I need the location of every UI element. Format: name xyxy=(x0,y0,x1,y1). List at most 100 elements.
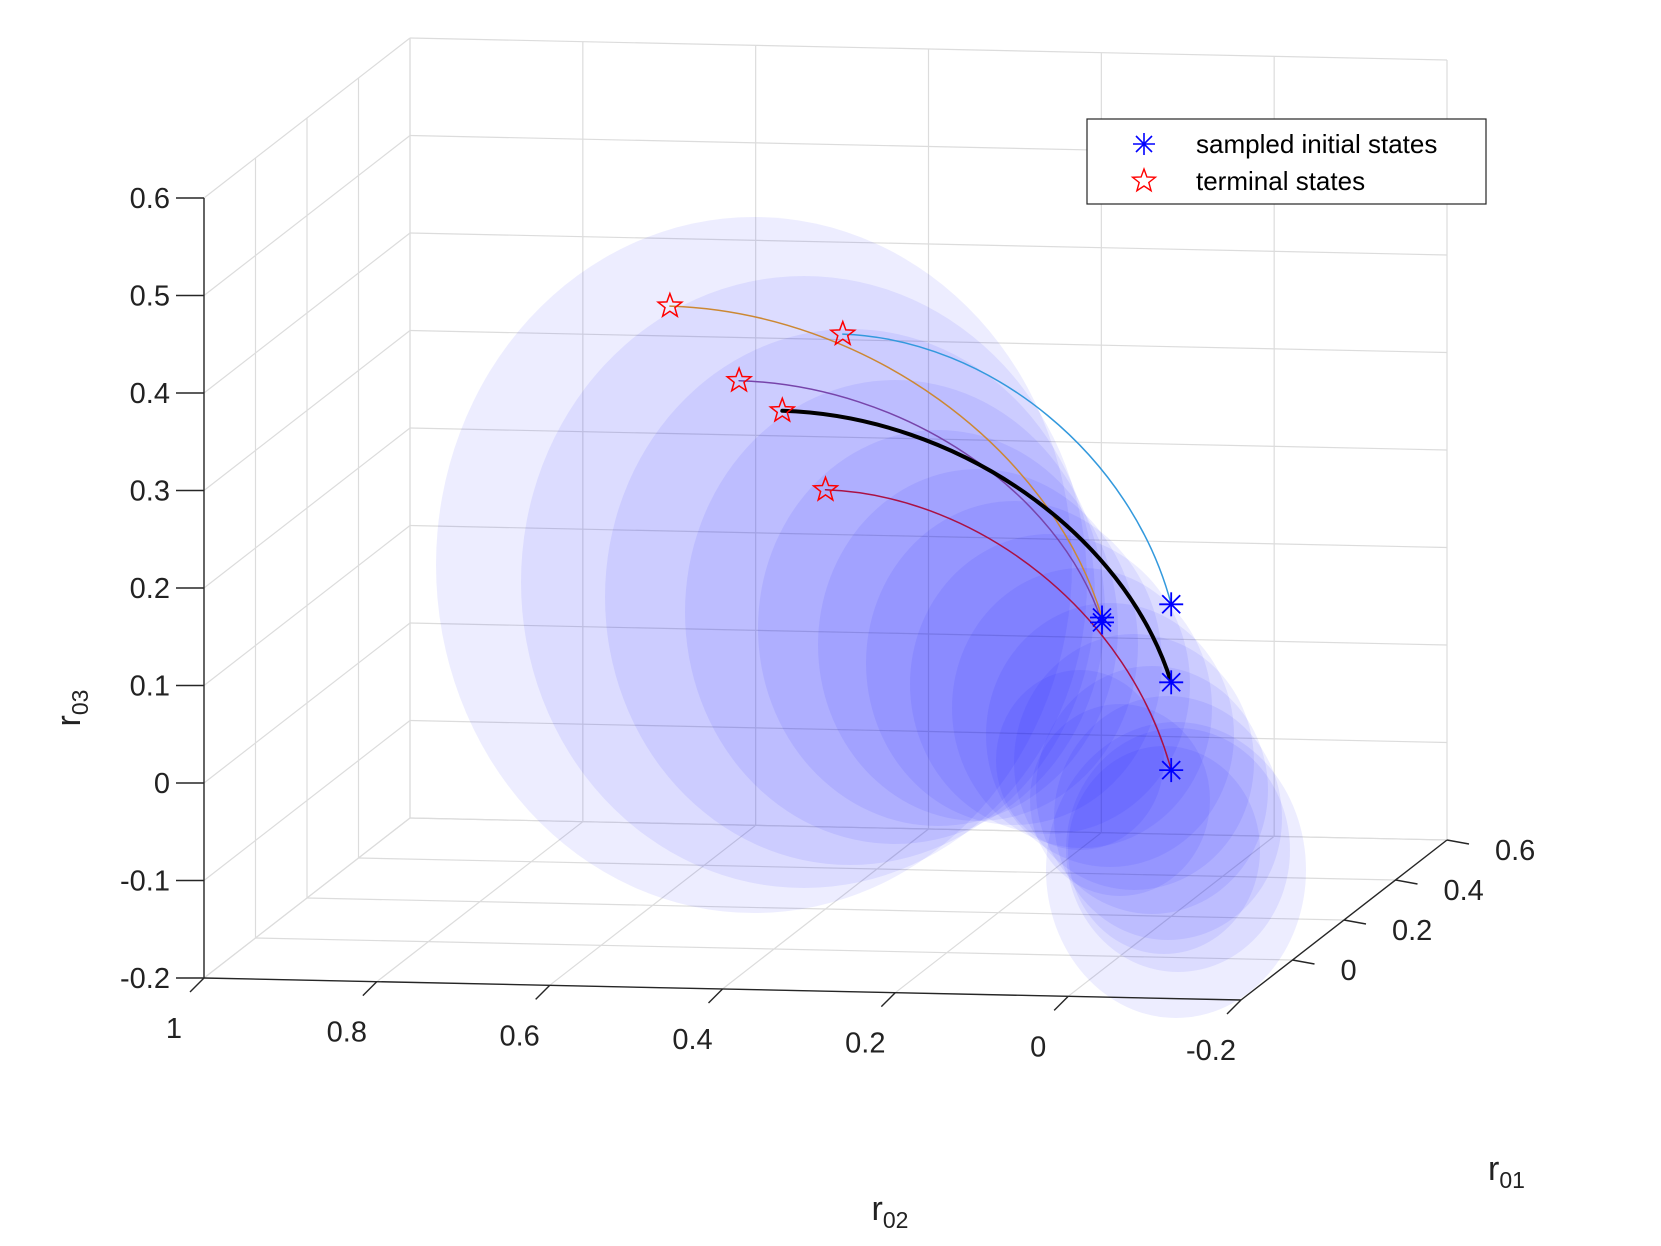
uncertainty-ellipse xyxy=(436,217,1072,913)
y-tick-mark xyxy=(362,981,378,997)
grid-line xyxy=(549,824,757,986)
trajectory-4 xyxy=(824,489,1172,771)
uncertainty-ellipse xyxy=(685,380,1105,844)
y-tick-label: 0.2 xyxy=(845,1028,885,1060)
trajectory-1 xyxy=(842,333,1172,606)
grid-line xyxy=(203,622,411,784)
asterisk-stroke xyxy=(1161,594,1181,614)
y-tick-label: -0.2 xyxy=(1186,1035,1236,1067)
z-tick-label: 0.5 xyxy=(130,281,170,313)
trajectories xyxy=(669,305,1174,771)
y-tick-label: 0.4 xyxy=(672,1024,712,1056)
uncertainty-ellipse xyxy=(910,534,1190,834)
grid-line xyxy=(409,817,1448,841)
initial-state-asterisk xyxy=(1090,610,1114,635)
terminal-state-star xyxy=(656,291,684,318)
grid-line xyxy=(722,828,929,990)
svg-text:r02: r02 xyxy=(872,1190,909,1233)
grid-line xyxy=(409,37,1448,61)
y-tick-mark xyxy=(535,984,551,1000)
x-axis-label-main: r xyxy=(1488,1150,1499,1188)
z-axis-label: r03 xyxy=(50,690,93,727)
z-tick-label: -0.1 xyxy=(120,866,170,898)
grid-line xyxy=(894,832,1102,994)
uncertainty-ellipse xyxy=(1066,728,1290,972)
trajectory-3 xyxy=(738,379,1103,624)
y-axis-label-main: r xyxy=(872,1190,883,1228)
uncertainty-ellipse xyxy=(952,568,1212,848)
grid-line xyxy=(203,817,411,979)
grid-line xyxy=(409,524,1448,549)
terminal-state-star xyxy=(725,366,754,393)
z-axis-label-sub: 03 xyxy=(67,690,93,716)
legend-star-icon xyxy=(1130,166,1158,193)
z-tick-label: 0 xyxy=(154,768,170,800)
y-tick-mark xyxy=(1226,999,1242,1015)
x-tick-mark xyxy=(1446,839,1470,845)
uncertainty-ellipse xyxy=(818,469,1138,821)
z-tick-label: -0.2 xyxy=(120,963,170,995)
grid-line xyxy=(409,427,1448,451)
x-tick-label: 0 xyxy=(1341,955,1357,987)
uncertainty-ellipse xyxy=(1036,666,1268,914)
x-tick-label: 0.6 xyxy=(1495,835,1535,867)
x-tick-label: 0.4 xyxy=(1444,875,1484,907)
y-tick-mark xyxy=(1053,995,1069,1011)
z-tick-label: 0.2 xyxy=(130,573,170,605)
grid-line xyxy=(203,135,411,296)
uncertainty-ellipsoids xyxy=(436,217,1306,1018)
z-tick-label: 0.1 xyxy=(130,671,170,703)
tick-labels: 0.6 0.5 0.4 0.3 0.2 0.1 0 -0.1 -0.2 1 0.8 0.6 0.4 0.2… xyxy=(120,183,1535,1067)
z-tick-label: 0.4 xyxy=(130,378,170,410)
grid-line xyxy=(409,719,1448,744)
x-axis-label: r01 xyxy=(1488,1150,1525,1193)
legend: sampled initial states terminal states xyxy=(1086,118,1487,205)
initial-state-asterisk xyxy=(1159,670,1184,695)
y-tick-label: 1 xyxy=(166,1013,182,1045)
x-tick-label: 0.2 xyxy=(1392,915,1432,947)
uncertainty-ellipse xyxy=(996,670,1164,850)
uncertainty-ellipse xyxy=(1054,696,1282,940)
grid-line xyxy=(203,232,411,394)
legend-label-initial: sampled initial states xyxy=(1196,129,1437,159)
asterisk-stroke xyxy=(1161,760,1181,780)
x-tick-mark xyxy=(1343,919,1367,925)
grid-line xyxy=(376,821,584,983)
grid-line xyxy=(409,329,1448,354)
initial-state-asterisk xyxy=(1159,592,1184,617)
z-tick-label: 0.6 xyxy=(130,183,170,215)
uncertainty-ellipse xyxy=(521,276,1087,888)
uncertainty-ellipse xyxy=(1068,746,1260,954)
y-tick-mark xyxy=(708,988,723,1004)
svg-text:r01: r01 xyxy=(1488,1150,1525,1193)
y-axis-label-sub: 02 xyxy=(883,1207,909,1233)
state-markers xyxy=(656,291,1184,783)
x-tick-mark xyxy=(1292,959,1315,965)
legend-asterisk-icon xyxy=(1133,133,1155,155)
uncertainty-ellipse xyxy=(758,430,1118,826)
svg-text:r03: r03 xyxy=(50,690,93,727)
y-tick-mark xyxy=(880,992,896,1008)
legend-label-terminal: terminal states xyxy=(1196,166,1365,196)
y-axis-label: r02 xyxy=(872,1190,909,1233)
uncertainty-ellipse xyxy=(1014,634,1254,890)
terminal-state-star xyxy=(768,396,797,423)
uncertainty-ellipse xyxy=(986,603,1234,867)
legend-box xyxy=(1086,118,1487,205)
asterisk-stroke xyxy=(1161,672,1181,692)
uncertainty-ellipse xyxy=(866,501,1162,825)
x-tick-mark xyxy=(1395,879,1418,885)
grid-line xyxy=(203,330,411,491)
y-tick-label: 0.6 xyxy=(500,1020,540,1052)
y-tick-mark xyxy=(189,977,205,993)
uncertainty-ellipse xyxy=(1046,722,1306,1018)
asterisk-stroke xyxy=(1092,612,1112,633)
grid-line xyxy=(203,720,411,881)
axes xyxy=(176,197,1470,1015)
grid-line xyxy=(409,232,1448,256)
y-tick-label: 0.8 xyxy=(327,1017,367,1049)
terminal-state-star xyxy=(828,319,857,346)
grid-line xyxy=(1067,835,1275,997)
z-tick-label: 0.3 xyxy=(130,476,170,508)
terminal-state-star xyxy=(811,475,840,502)
